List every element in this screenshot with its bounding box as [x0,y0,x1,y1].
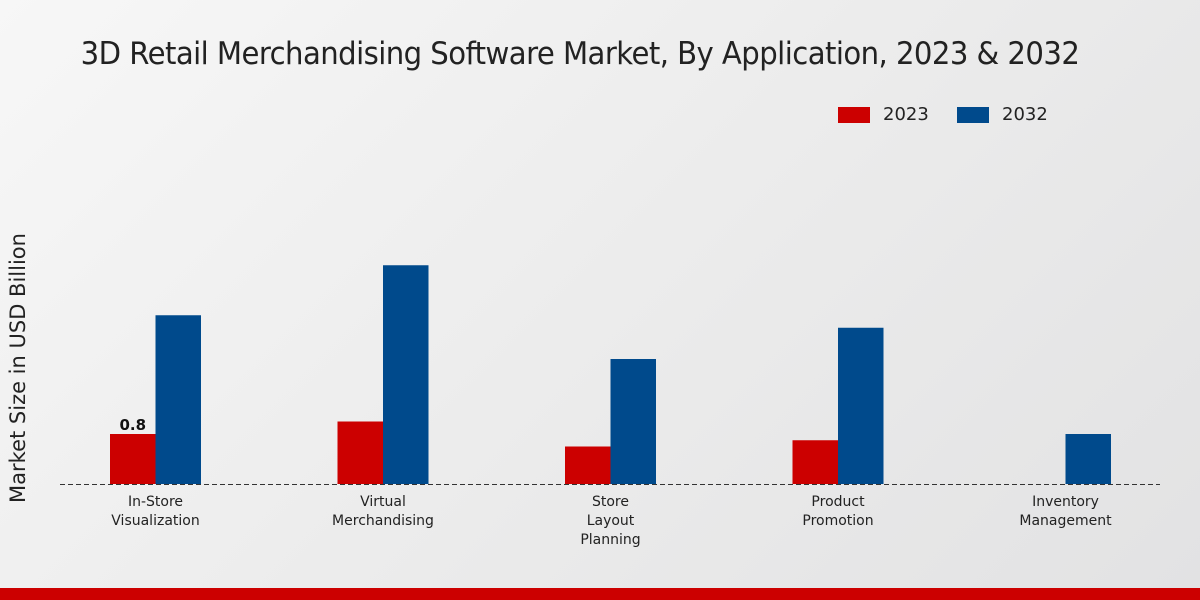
bar-2032-3 [838,327,884,484]
legend-swatch-2023 [838,106,870,123]
x-tick-label-3-0: Product [811,494,865,510]
x-tick-label-1-1: Merchandising [332,513,434,529]
chart-title: 3D Retail Merchandising Software Market,… [80,36,1080,72]
bottom-accent-bar [0,588,1200,600]
bar-2023-1 [337,421,383,484]
legend-swatch-2032 [957,106,989,123]
bar-2032-4 [1065,434,1111,484]
bar-2023-2 [565,446,611,484]
legend-item-2032: 2032 [957,104,1048,125]
x-tick-label-2-1: Layout [587,513,635,529]
x-tick-label-0-0: In-Store [128,494,183,510]
legend-item-2023: 2023 [838,104,929,125]
x-tick-label-2-2: Planning [580,532,640,548]
data-label-0: 0.8 [119,416,146,434]
bar-2023-0 [110,434,156,484]
legend-label-2023: 2023 [883,104,929,125]
bar-2032-1 [383,265,429,484]
legend-label-2032: 2032 [1002,104,1048,125]
x-tick-label-0-1: Visualization [111,513,199,529]
x-tick-label-2-0: Store [592,494,629,510]
bar-2023-3 [792,440,838,484]
x-tick-label-3-1: Promotion [802,513,873,529]
bar-2032-2 [610,359,656,484]
x-tick-label-4-0: Inventory [1032,494,1099,510]
x-tick-label-4-1: Management [1019,513,1112,529]
x-tick-label-1-0: Virtual [360,494,406,510]
bar-2032-0 [155,315,201,484]
